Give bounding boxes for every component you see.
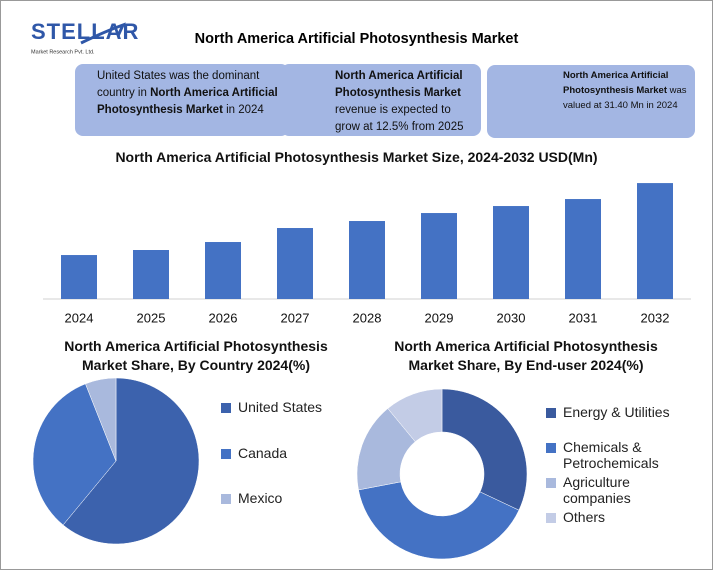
slice — [62, 377, 200, 545]
bar — [421, 213, 457, 299]
info-box: North America Artificial Photosynthesis … — [487, 65, 695, 138]
info-text: North America Artificial Photosynthesis … — [335, 70, 463, 99]
bar — [637, 183, 673, 299]
legend-swatch — [546, 478, 556, 488]
info-text: revenue is expected to grow at 12.5% fro… — [335, 104, 464, 133]
legend-label: Agriculture companies — [563, 474, 631, 506]
legend-label: Others — [563, 509, 606, 525]
x-tick-label: 2025 — [137, 310, 166, 325]
legend-label: United States — [238, 399, 323, 415]
slice — [441, 388, 528, 511]
legend-swatch — [546, 443, 556, 453]
logo-tagline: Market Research Pvt. Ltd. — [31, 49, 95, 55]
x-tick-label: 2029 — [425, 310, 454, 325]
bar — [61, 255, 97, 299]
legend-swatch — [546, 513, 556, 523]
logo-mark — [80, 22, 126, 45]
legend-label: Canada — [238, 445, 288, 461]
bar — [565, 199, 601, 299]
x-tick-label: 2026 — [209, 310, 238, 325]
info-text: in 2024 — [222, 104, 264, 116]
main-title: North America Artificial Photosynthesis … — [194, 31, 519, 47]
legend-item: United States — [221, 399, 341, 415]
info-text: North America Artificial Photosynthesis … — [563, 70, 669, 96]
chart-title: North America Artificial Photosynthesis … — [115, 149, 598, 165]
info-text: North America Artificial Photosynthesis … — [97, 87, 278, 116]
bar — [349, 221, 385, 299]
chart-title: North America Artificial Photosynthesis … — [64, 338, 328, 373]
legend-swatch — [221, 494, 231, 504]
x-tick-label: 2027 — [281, 310, 310, 325]
info-text: was valued at 31.40 Mn in 2024 — [563, 85, 687, 111]
slice — [32, 383, 117, 526]
chart-title: North America Artificial Photosynthesis … — [394, 338, 658, 373]
bar — [277, 228, 313, 299]
slice — [358, 481, 520, 560]
x-tick-label: 2032 — [641, 310, 670, 325]
bar — [205, 242, 241, 299]
legend-item: Canada — [221, 445, 341, 461]
legend-item: Chemicals & Petrochemicals — [546, 439, 671, 471]
slice — [387, 388, 443, 442]
slice — [85, 377, 117, 462]
legend-swatch — [221, 449, 231, 459]
x-tick-label: 2024 — [65, 310, 94, 325]
legend-swatch — [221, 403, 231, 413]
legend-label: Energy & Utilities — [563, 404, 670, 420]
legend-item: Mexico — [221, 490, 341, 506]
info-text: United States was the dominant country i… — [97, 70, 260, 99]
info-box: United States was the dominant country i… — [75, 64, 289, 136]
legend-label: Chemicals & Petrochemicals — [563, 439, 659, 471]
legend-swatch — [546, 408, 556, 418]
x-tick-label: 2031 — [569, 310, 598, 325]
bar — [493, 206, 529, 299]
legend-label: Mexico — [238, 490, 283, 506]
bar — [133, 250, 169, 299]
legend-item: Energy & Utilities — [546, 404, 671, 420]
info-box: North America Artificial Photosynthesis … — [281, 64, 481, 136]
logo: STELLAR — [31, 19, 139, 44]
x-tick-label: 2028 — [353, 310, 382, 325]
x-tick-label: 2030 — [497, 310, 526, 325]
legend-item: Agriculture companies — [546, 474, 671, 506]
legend-item: Others — [546, 509, 671, 525]
